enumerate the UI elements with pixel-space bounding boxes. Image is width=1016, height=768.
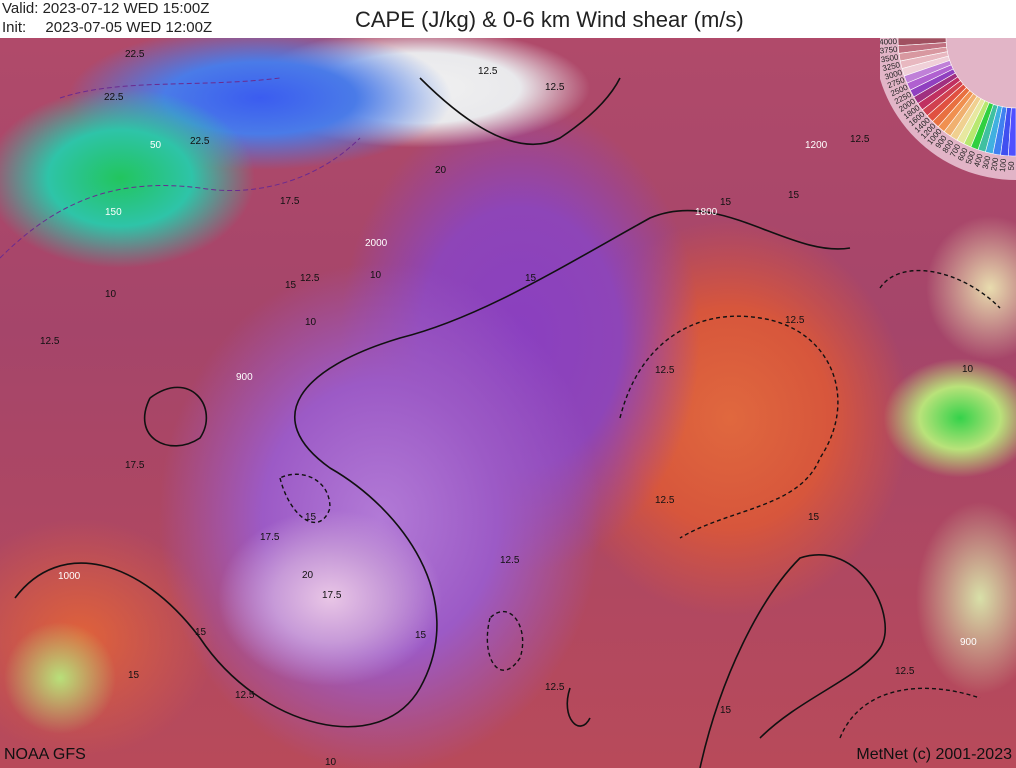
cape-contours [0, 77, 361, 259]
shear-label: 15 [525, 273, 537, 284]
shear-label: 12.5 [545, 82, 565, 93]
shear-label: 15 [720, 197, 732, 208]
shear-label: 22.5 [125, 49, 145, 60]
cape-label: 900 [236, 372, 253, 383]
shear-label: 12.5 [655, 365, 675, 376]
shear-label: 10 [325, 757, 337, 768]
credit-label: MetNet (c) 2001-2023 [856, 746, 1012, 763]
shear-label: 17.5 [125, 460, 145, 471]
shear-contour [619, 315, 839, 539]
legend-label: 3500 [880, 52, 900, 64]
cape-label: 1800 [695, 207, 718, 218]
shear-contour [566, 687, 591, 727]
legend-label: 400 [972, 152, 985, 168]
shear-label: 22.5 [104, 92, 124, 103]
shear-label: 20 [302, 570, 314, 581]
shear-label: 15 [305, 512, 317, 523]
shear-label: 15 [285, 280, 297, 291]
shear-label: 15 [128, 670, 140, 681]
shear-label: 22.5 [190, 136, 210, 147]
cape-contour [59, 77, 281, 99]
shear-contour [279, 473, 331, 524]
legend-label: 3750 [880, 45, 898, 56]
shear-label: 10 [305, 317, 317, 328]
cape-label: 900 [960, 637, 977, 648]
legend-swatch-50 [1007, 107, 1016, 157]
legend-label: 3250 [882, 60, 902, 73]
shear-label: 15 [720, 705, 732, 716]
shear-label: 10 [105, 289, 117, 300]
cape-label: 2000 [365, 238, 388, 249]
legend-label: 300 [981, 155, 993, 171]
shear-contour [486, 610, 524, 671]
contour-layer: 50 150 2000 900 1200 1800 1000 900 22.5 … [0, 49, 1001, 768]
shear-contours [14, 77, 886, 768]
cape-label: 50 [150, 140, 162, 151]
shear-contours-dashed [279, 269, 1001, 739]
shear-contour [14, 209, 851, 728]
shear-contour [839, 687, 981, 739]
legend-label: 50 [1007, 161, 1016, 171]
shear-label: 15 [808, 512, 820, 523]
shear-label: 15 [415, 630, 427, 641]
shear-label: 17.5 [322, 590, 342, 601]
weather-map[interactable]: 50 150 2000 900 1200 1800 1000 900 22.5 … [0, 38, 1016, 768]
cape-label: 1000 [58, 571, 81, 582]
legend-label: 100 [998, 158, 1008, 173]
shear-label: 12.5 [655, 495, 675, 506]
map-title: CAPE (J/kg) & 0-6 km Wind shear (m/s) [355, 7, 744, 32]
shear-label: 15 [195, 627, 207, 638]
shear-contour [143, 386, 208, 447]
shear-label: 15 [788, 190, 800, 201]
cape-color-legend: 4000375035003250300027502500225020001800… [880, 38, 1016, 180]
header: Valid: 2023-07-12 WED 15:00Z Init: 2023-… [0, 0, 1016, 38]
shear-contour [419, 77, 621, 146]
legend-label: 200 [989, 156, 1000, 171]
contour-labels: 50 150 2000 900 1200 1800 1000 900 22.5 … [40, 49, 977, 768]
shear-label: 12.5 [500, 555, 520, 566]
valid-time: Valid: 2023-07-12 WED 15:00Z [2, 0, 210, 17]
shear-label: 12.5 [235, 690, 255, 701]
model-label: NOAA GFS [4, 746, 86, 763]
legend-label: 4000 [880, 38, 898, 47]
shear-label: 17.5 [260, 532, 280, 543]
cape-contour [0, 137, 361, 259]
shear-label: 10 [370, 270, 382, 281]
shear-label: 12.5 [785, 315, 805, 326]
shear-label: 12.5 [40, 336, 60, 347]
shear-label: 20 [435, 165, 447, 176]
cape-label: 1200 [805, 140, 828, 151]
shear-label: 12.5 [300, 273, 320, 284]
shear-label: 12.5 [478, 66, 498, 77]
shear-label: 17.5 [280, 196, 300, 207]
shear-label: 12.5 [545, 682, 565, 693]
shear-label: 12.5 [895, 666, 915, 677]
shear-label: 12.5 [850, 134, 870, 145]
shear-contour [879, 269, 1001, 309]
shear-contour [699, 554, 886, 768]
shear-label: 10 [962, 364, 974, 375]
cape-label: 150 [105, 207, 122, 218]
init-time: Init: 2023-07-05 WED 12:00Z [2, 19, 213, 36]
